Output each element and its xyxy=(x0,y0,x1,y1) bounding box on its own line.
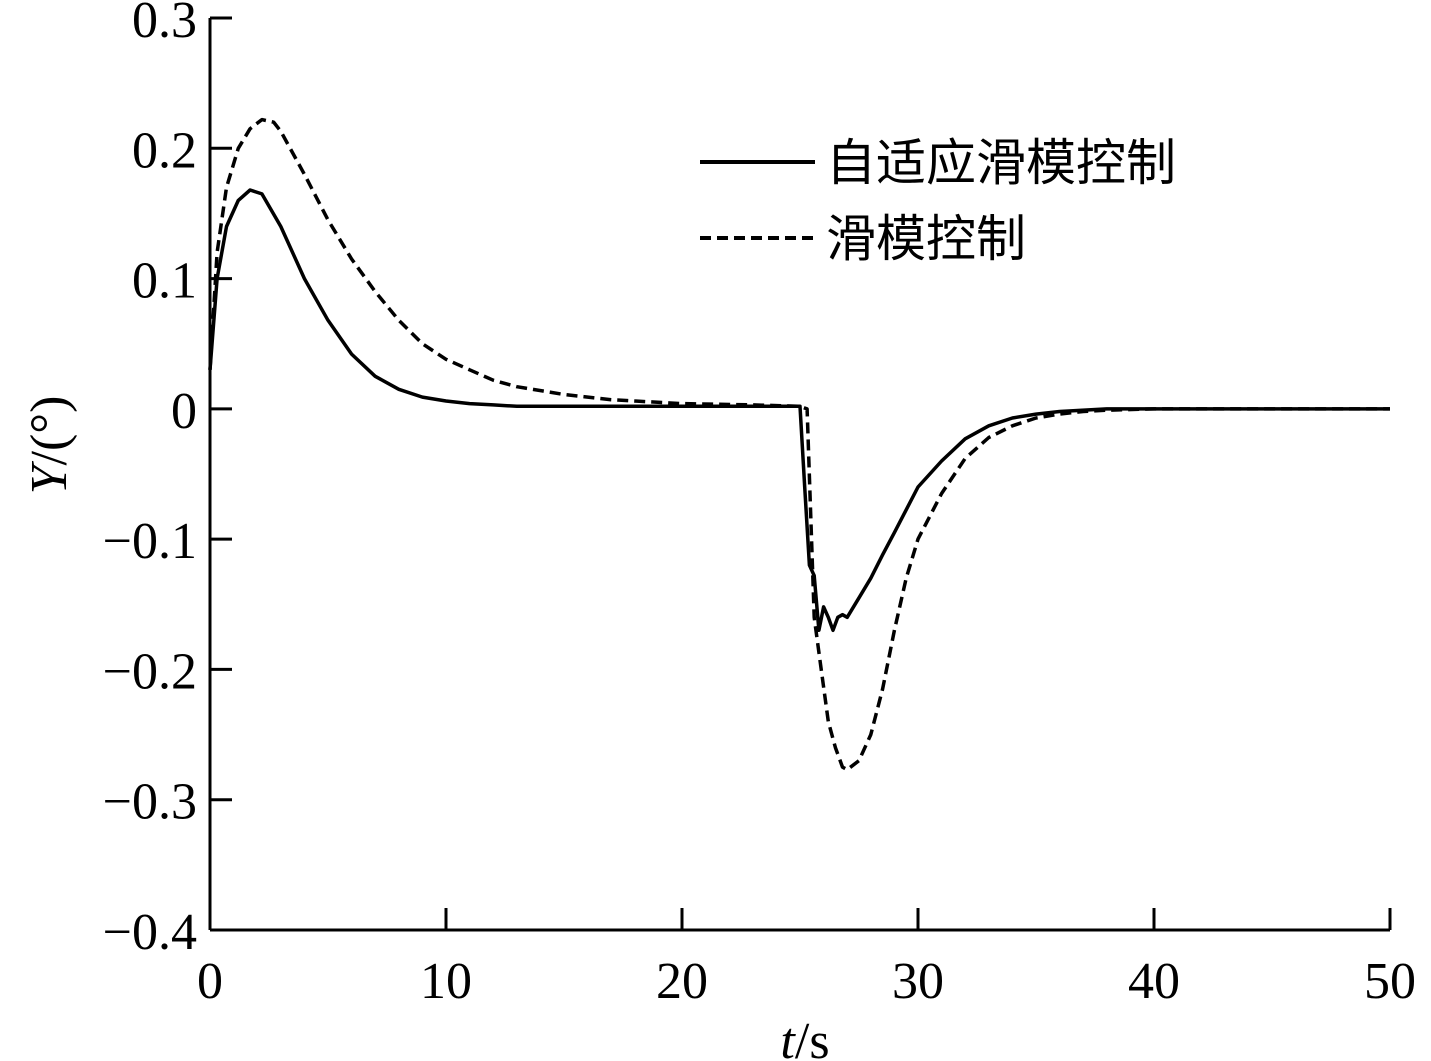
y-tick-label: 0 xyxy=(171,383,197,440)
y-tick-label: 0.3 xyxy=(132,0,197,49)
y-tick-label: −0.1 xyxy=(103,513,197,570)
y-tick-label: −0.4 xyxy=(103,904,197,961)
ticks: 0 10 20 30 40 50 0.3 0.2 0.1 0 −0.1 −0.2 −0.3 −0.4 xyxy=(103,0,1416,1010)
y-tick-label: 0.1 xyxy=(132,253,197,310)
x-tick-label: 0 xyxy=(197,953,223,1010)
axes xyxy=(208,18,1390,932)
y-tick-label: −0.2 xyxy=(103,643,197,700)
x-tick-label: 40 xyxy=(1128,953,1180,1010)
x-tick-label: 10 xyxy=(420,953,472,1010)
x-tick-label: 50 xyxy=(1364,953,1416,1010)
legend-label-2: 滑模控制 xyxy=(826,210,1026,268)
x-tick-label: 30 xyxy=(892,953,944,1010)
x-tick-label: 20 xyxy=(656,953,708,1010)
axis-titles: t/s Y/(°) xyxy=(21,396,830,1061)
legend-label-1: 自适应滑模控制 xyxy=(826,134,1176,192)
series-line-2 xyxy=(208,117,1390,772)
series-layer xyxy=(208,117,1390,772)
y-tick-label: −0.3 xyxy=(103,774,197,831)
x-axis-title: t/s xyxy=(780,1013,829,1061)
y-axis-title: Y/(°) xyxy=(21,396,78,495)
y-tick-label: 0.2 xyxy=(132,122,197,179)
series-line-1 xyxy=(208,188,1390,633)
